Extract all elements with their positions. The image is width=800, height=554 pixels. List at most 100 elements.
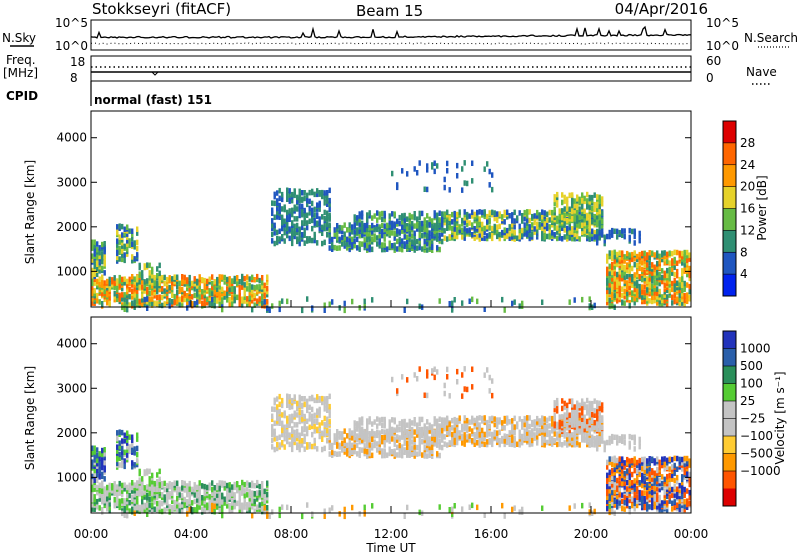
power-cell: [668, 288, 671, 294]
power-cell: [611, 286, 614, 293]
velocity-cell: [446, 442, 449, 448]
power-cell: [318, 190, 321, 196]
velocity-cell: [243, 500, 246, 506]
power-cell: [121, 256, 124, 263]
velocity-cell: [323, 406, 326, 412]
power-cell: [648, 260, 651, 266]
power-cell: [408, 224, 411, 231]
power-cell: [178, 280, 181, 287]
power-cell: [131, 300, 134, 306]
power-cell: [233, 296, 236, 303]
power-cell: [598, 194, 601, 201]
velocity-cell: [281, 412, 284, 418]
velocity-cell: [616, 467, 619, 474]
power-cell: [491, 230, 494, 236]
power-cell: [676, 272, 679, 279]
velocity-cell: [108, 501, 111, 507]
velocity-cell: [121, 438, 124, 444]
velocity-cell: [398, 435, 401, 441]
power-cell: [216, 290, 219, 296]
power-cell: [533, 229, 536, 235]
velocity-cell: [618, 435, 621, 442]
velocity-cell: [113, 486, 116, 492]
power-cell: [551, 209, 554, 216]
power-cell: [488, 217, 491, 223]
power-cell: [606, 233, 609, 240]
power-cell: [118, 249, 121, 255]
power-cell: [636, 280, 639, 286]
power-cell: [313, 206, 316, 213]
power-cell: [158, 262, 161, 269]
velocity-cell: [541, 423, 544, 430]
power-cell: [573, 211, 576, 218]
power-cell: [521, 300, 524, 307]
velocity-cell: [556, 441, 559, 448]
velocity-cell: [121, 458, 124, 464]
velocity-cell: [628, 458, 631, 464]
power-cell: [686, 249, 689, 256]
velocity-cell: [116, 498, 119, 505]
velocity-cell: [628, 505, 631, 512]
velocity-cell: [203, 483, 206, 490]
velocity-cell: [541, 420, 544, 426]
power-cell: [296, 226, 299, 233]
power-cell: [338, 245, 341, 251]
power-cell: [336, 235, 339, 241]
power-cell: [486, 224, 489, 230]
power-cell: [388, 213, 391, 219]
power-cell: [108, 286, 111, 292]
power-cell: [401, 219, 404, 225]
velocity-cell: [563, 418, 566, 425]
velocity-cell: [278, 442, 281, 448]
velocity-cell: [363, 428, 366, 435]
power-cell: [343, 307, 346, 314]
power-cell: [243, 291, 246, 297]
power-cell: [323, 225, 326, 232]
velocity-cell: [261, 481, 264, 487]
power-cell: [578, 236, 581, 242]
power-cell: [596, 220, 599, 226]
velocity-cell: [371, 452, 374, 459]
power-cell: [626, 290, 629, 297]
velocity-cell: [508, 437, 511, 443]
power-cell: [543, 234, 546, 240]
velocity-cell: [358, 427, 361, 433]
power-cell: [436, 225, 439, 231]
power-cell: [591, 235, 594, 242]
power-cell: [608, 274, 611, 281]
velocity-cell: [423, 423, 426, 429]
power-cell: [251, 306, 254, 313]
power-cell: [386, 246, 389, 252]
power-cell: [646, 286, 649, 293]
power-cell: [221, 298, 224, 305]
power-cell: [168, 278, 171, 284]
velocity-cell: [618, 480, 621, 486]
power-cell: [513, 230, 516, 236]
power-cell: [678, 292, 681, 298]
power-cell: [536, 228, 539, 234]
velocity-cell: [508, 430, 511, 436]
velocity-cell: [291, 436, 294, 443]
power-cell: [326, 214, 329, 220]
velocity-cell: [286, 438, 289, 445]
velocity-cell: [421, 430, 424, 437]
power-cell: [223, 279, 226, 285]
power-cell: [518, 210, 521, 216]
power-cell: [516, 235, 519, 241]
power-cell: [288, 211, 291, 218]
power-cell: [331, 243, 334, 249]
velocity-cell: [153, 499, 156, 505]
velocity-cell: [498, 429, 501, 436]
velocity-cell: [108, 492, 111, 498]
power-cell: [363, 222, 366, 229]
velocity-cell: [633, 434, 636, 440]
power-cell: [481, 221, 484, 228]
power-cell: [576, 222, 579, 228]
power-cell: [371, 236, 374, 242]
velocity-cell: [276, 415, 279, 422]
power-cell: [643, 250, 646, 257]
velocity-cell: [141, 490, 144, 496]
power-cell: [651, 250, 654, 256]
velocity-cell: [286, 393, 289, 399]
velocity-cell: [563, 440, 566, 446]
